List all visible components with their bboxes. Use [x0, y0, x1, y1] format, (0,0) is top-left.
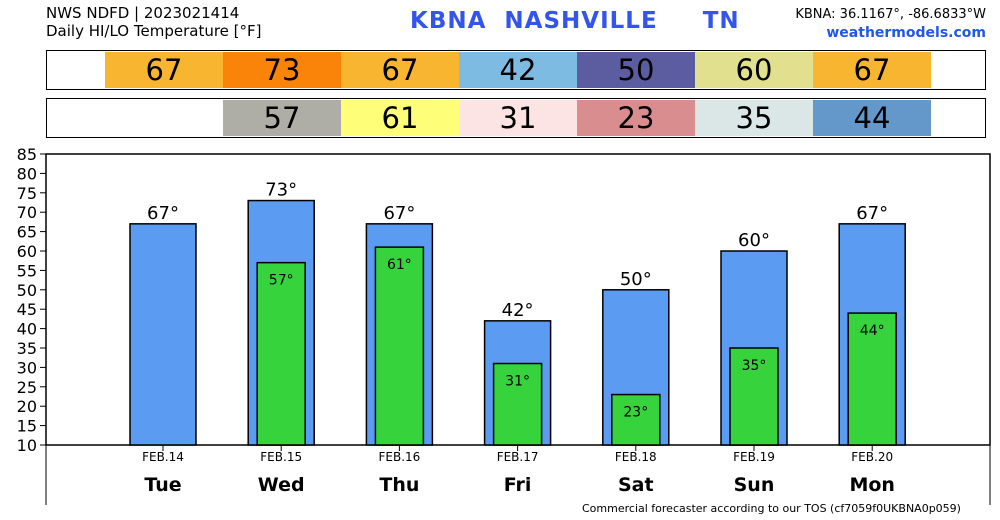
date-label: FEB.15 [260, 450, 302, 464]
date-label: FEB.14 [142, 450, 184, 464]
low-temp-label: 23° [623, 405, 648, 421]
low-temp-label: 35° [742, 358, 767, 374]
low-temp-label: 44° [860, 323, 885, 339]
y-tick-label: 85 [17, 145, 37, 164]
day-label: Sat [618, 474, 654, 496]
low-temp-cell: 44 [813, 100, 931, 136]
high-temp-label: 67° [147, 203, 179, 224]
high-temp-label: 60° [738, 230, 770, 251]
low-temp-bar [492, 362, 543, 446]
station-title: KBNA NASHVILLE TN [410, 8, 740, 34]
high-temp-cell: 67 [341, 52, 459, 88]
high-temp-label: 73° [265, 180, 297, 201]
high-temp-bar [129, 223, 197, 446]
high-temp-cell: 60 [695, 52, 813, 88]
high-temp-cell: 73 [223, 52, 341, 88]
day-label: Fri [504, 474, 532, 496]
header-right: KBNA: 36.1167°, -86.6833°W weathermodels… [795, 6, 986, 42]
high-temp-cell: 67 [813, 52, 931, 88]
low-temp-bar [256, 261, 306, 446]
y-tick-label: 50 [17, 281, 37, 300]
y-tick-label: 55 [17, 261, 37, 280]
high-temp-cell: 42 [459, 52, 577, 88]
day-label: Thu [379, 474, 419, 496]
high-temp-cell: 50 [577, 52, 695, 88]
low-temp-label: 57° [269, 273, 294, 289]
low-temp-cell: 57 [223, 100, 341, 136]
y-tick-label: 65 [17, 223, 37, 242]
y-tick-label: 70 [17, 203, 37, 222]
date-label: FEB.17 [497, 450, 539, 464]
y-tick-label: 35 [17, 339, 37, 358]
high-temp-label: 67° [856, 203, 888, 224]
high-temp-strip: 67 73 67 42 50 60 67 [46, 50, 986, 90]
day-label: Wed [258, 474, 305, 496]
low-temp-bar [729, 347, 779, 446]
low-temp-strip: 57 61 31 23 35 44 [46, 98, 986, 138]
y-tick-label: 60 [17, 242, 37, 261]
product-title: NWS NDFD | 2023021414 [46, 4, 240, 22]
day-label: Tue [144, 474, 181, 496]
low-temp-label: 31° [505, 374, 530, 390]
day-label: Sun [734, 474, 775, 496]
y-tick-label: 15 [17, 417, 37, 436]
station-coords: KBNA: 36.1167°, -86.6833°W [795, 7, 986, 22]
day-label: Mon [849, 474, 895, 496]
low-temp-cell: 31 [459, 100, 577, 136]
y-tick-label: 40 [17, 320, 37, 339]
site-link[interactable]: weathermodels.com [826, 25, 986, 41]
y-tick-label: 25 [17, 378, 37, 397]
y-tick-label: 30 [17, 358, 37, 377]
y-tick-label: 20 [17, 397, 37, 416]
low-temp-bar [847, 312, 897, 446]
low-temp-cell: 23 [577, 100, 695, 136]
date-label: FEB.20 [851, 450, 893, 464]
high-temp-cell: 67 [105, 52, 223, 88]
low-temp-label: 61° [387, 257, 412, 273]
date-label: FEB.18 [615, 450, 657, 464]
y-tick-label: 10 [17, 436, 37, 455]
header-left: NWS NDFD | 2023021414 Daily HI/LO Temper… [46, 4, 262, 40]
high-temp-label: 50° [620, 269, 652, 290]
date-label: FEB.19 [733, 450, 775, 464]
high-temp-label: 42° [502, 300, 534, 321]
y-tick-label: 75 [17, 184, 37, 203]
low-temp-bar [374, 246, 425, 446]
y-tick-label: 45 [17, 300, 37, 319]
chart-title: Daily HI/LO Temperature [°F] [46, 22, 262, 40]
high-temp-label: 67° [383, 203, 415, 224]
date-label: FEB.16 [378, 450, 420, 464]
low-temp-cell: 35 [695, 100, 813, 136]
y-tick-label: 80 [17, 164, 37, 183]
footer-note: Commercial forecaster according to our T… [582, 502, 961, 515]
low-temp-cell: 61 [341, 100, 459, 136]
